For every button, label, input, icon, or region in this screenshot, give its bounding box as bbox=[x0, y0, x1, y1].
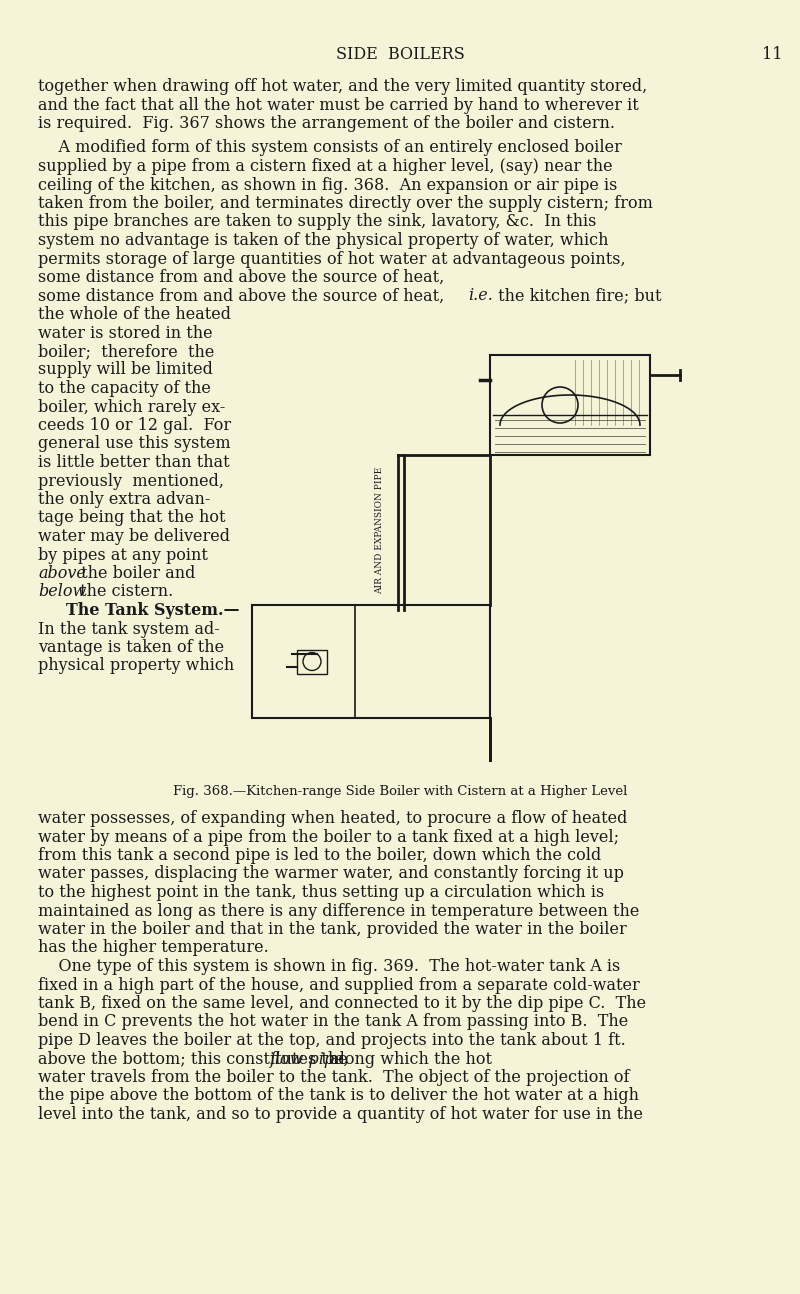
Text: water may be delivered: water may be delivered bbox=[38, 528, 230, 545]
Text: AIR AND EXPANSION PIPE: AIR AND EXPANSION PIPE bbox=[375, 466, 385, 594]
Text: A modified form of this system consists of an entirely enclosed boiler: A modified form of this system consists … bbox=[38, 140, 622, 157]
Text: The Tank System.—: The Tank System.— bbox=[66, 602, 239, 619]
Text: In the tank system ad-: In the tank system ad- bbox=[38, 621, 220, 638]
Text: the cistern.: the cistern. bbox=[75, 584, 174, 600]
Text: water by means of a pipe from the boiler to a tank fixed at a high level;: water by means of a pipe from the boiler… bbox=[38, 828, 619, 845]
Text: maintained as long as there is any difference in temperature between the: maintained as long as there is any diffe… bbox=[38, 902, 639, 920]
Text: is little better than that: is little better than that bbox=[38, 454, 230, 471]
Text: the pipe above the bottom of the tank is to deliver the hot water at a high: the pipe above the bottom of the tank is… bbox=[38, 1087, 639, 1105]
Text: supply will be limited: supply will be limited bbox=[38, 361, 213, 379]
Text: from this tank a second pipe is led to the boiler, down which the cold: from this tank a second pipe is led to t… bbox=[38, 848, 602, 864]
Text: ceiling of the kitchen, as shown in fig. 368.  An expansion or air pipe is: ceiling of the kitchen, as shown in fig.… bbox=[38, 176, 618, 194]
Text: and the fact that all the hot water must be carried by hand to wherever it: and the fact that all the hot water must… bbox=[38, 97, 638, 114]
Text: water in the boiler and that in the tank, provided the water in the boiler: water in the boiler and that in the tank… bbox=[38, 921, 626, 938]
Text: permits storage of large quantities of hot water at advantageous points,: permits storage of large quantities of h… bbox=[38, 251, 626, 268]
Text: the boiler and: the boiler and bbox=[76, 565, 195, 582]
Text: level into the tank, and so to provide a quantity of hot water for use in the: level into the tank, and so to provide a… bbox=[38, 1106, 643, 1123]
Text: by pipes at any point: by pipes at any point bbox=[38, 546, 208, 563]
Text: the whole of the heated: the whole of the heated bbox=[38, 305, 231, 324]
Text: ceeds 10 or 12 gal.  For: ceeds 10 or 12 gal. For bbox=[38, 417, 231, 433]
Text: the only extra advan-: the only extra advan- bbox=[38, 490, 210, 509]
Text: water possesses, of expanding when heated, to procure a flow of heated: water possesses, of expanding when heate… bbox=[38, 810, 627, 827]
Text: some distance from and above the source of heat,: some distance from and above the source … bbox=[38, 287, 450, 304]
Text: tage being that the hot: tage being that the hot bbox=[38, 510, 226, 527]
Text: pipe D leaves the boiler at the top, and projects into the tank about 1 ft.: pipe D leaves the boiler at the top, and… bbox=[38, 1033, 626, 1049]
Text: general use this system: general use this system bbox=[38, 436, 230, 453]
Text: previously  mentioned,: previously mentioned, bbox=[38, 472, 224, 489]
Text: system no advantage is taken of the physical property of water, which: system no advantage is taken of the phys… bbox=[38, 232, 609, 248]
Text: the kitchen fire; but: the kitchen fire; but bbox=[493, 287, 662, 304]
Text: is required.  Fig. 367 shows the arrangement of the boiler and cistern.: is required. Fig. 367 shows the arrangem… bbox=[38, 115, 615, 132]
Text: this pipe branches are taken to supply the sink, lavatory, &c.  In this: this pipe branches are taken to supply t… bbox=[38, 214, 596, 230]
Text: SIDE  BOILERS: SIDE BOILERS bbox=[336, 47, 464, 63]
Bar bbox=[490, 355, 650, 455]
Bar bbox=[297, 650, 327, 673]
Text: flow pipe,: flow pipe, bbox=[270, 1051, 350, 1068]
Text: has the higher temperature.: has the higher temperature. bbox=[38, 939, 269, 956]
Bar bbox=[252, 606, 490, 718]
Text: fixed in a high part of the house, and supplied from a separate cold-water: fixed in a high part of the house, and s… bbox=[38, 977, 640, 994]
Text: together when drawing off hot water, and the very limited quantity stored,: together when drawing off hot water, and… bbox=[38, 78, 647, 94]
Text: Fig. 368.—Kitchen-range Side Boiler with Cistern at a Higher Level: Fig. 368.—Kitchen-range Side Boiler with… bbox=[173, 785, 627, 798]
Text: water travels from the boiler to the tank.  The object of the projection of: water travels from the boiler to the tan… bbox=[38, 1069, 630, 1086]
Text: One type of this system is shown in fig. 369.  The hot-water tank A is: One type of this system is shown in fig.… bbox=[38, 958, 620, 974]
Text: taken from the boiler, and terminates directly over the supply cistern; from: taken from the boiler, and terminates di… bbox=[38, 195, 653, 212]
Text: above: above bbox=[38, 565, 86, 582]
Text: some distance from and above the source of heat,: some distance from and above the source … bbox=[38, 269, 450, 286]
Text: boiler, which rarely ex-: boiler, which rarely ex- bbox=[38, 399, 226, 415]
Text: tank B, fixed on the same level, and connected to it by the dip pipe C.  The: tank B, fixed on the same level, and con… bbox=[38, 995, 646, 1012]
Text: above the bottom; this constitutes the: above the bottom; this constitutes the bbox=[38, 1051, 353, 1068]
Text: to the capacity of the: to the capacity of the bbox=[38, 380, 211, 397]
Text: below: below bbox=[38, 584, 86, 600]
Text: water passes, displacing the warmer water, and constantly forcing it up: water passes, displacing the warmer wate… bbox=[38, 866, 624, 883]
Text: vantage is taken of the: vantage is taken of the bbox=[38, 639, 224, 656]
Text: boiler;  therefore  the: boiler; therefore the bbox=[38, 343, 214, 360]
Text: to the highest point in the tank, thus setting up a circulation which is: to the highest point in the tank, thus s… bbox=[38, 884, 604, 901]
Text: along which the hot: along which the hot bbox=[325, 1051, 492, 1068]
Text: 11: 11 bbox=[762, 47, 782, 63]
Text: supplied by a pipe from a cistern fixed at a higher level, (say) near the: supplied by a pipe from a cistern fixed … bbox=[38, 158, 613, 175]
Text: water is stored in the: water is stored in the bbox=[38, 325, 213, 342]
Text: i.e.: i.e. bbox=[468, 287, 493, 304]
Text: bend in C prevents the hot water in the tank A from passing into B.  The: bend in C prevents the hot water in the … bbox=[38, 1013, 628, 1030]
Text: physical property which: physical property which bbox=[38, 657, 234, 674]
